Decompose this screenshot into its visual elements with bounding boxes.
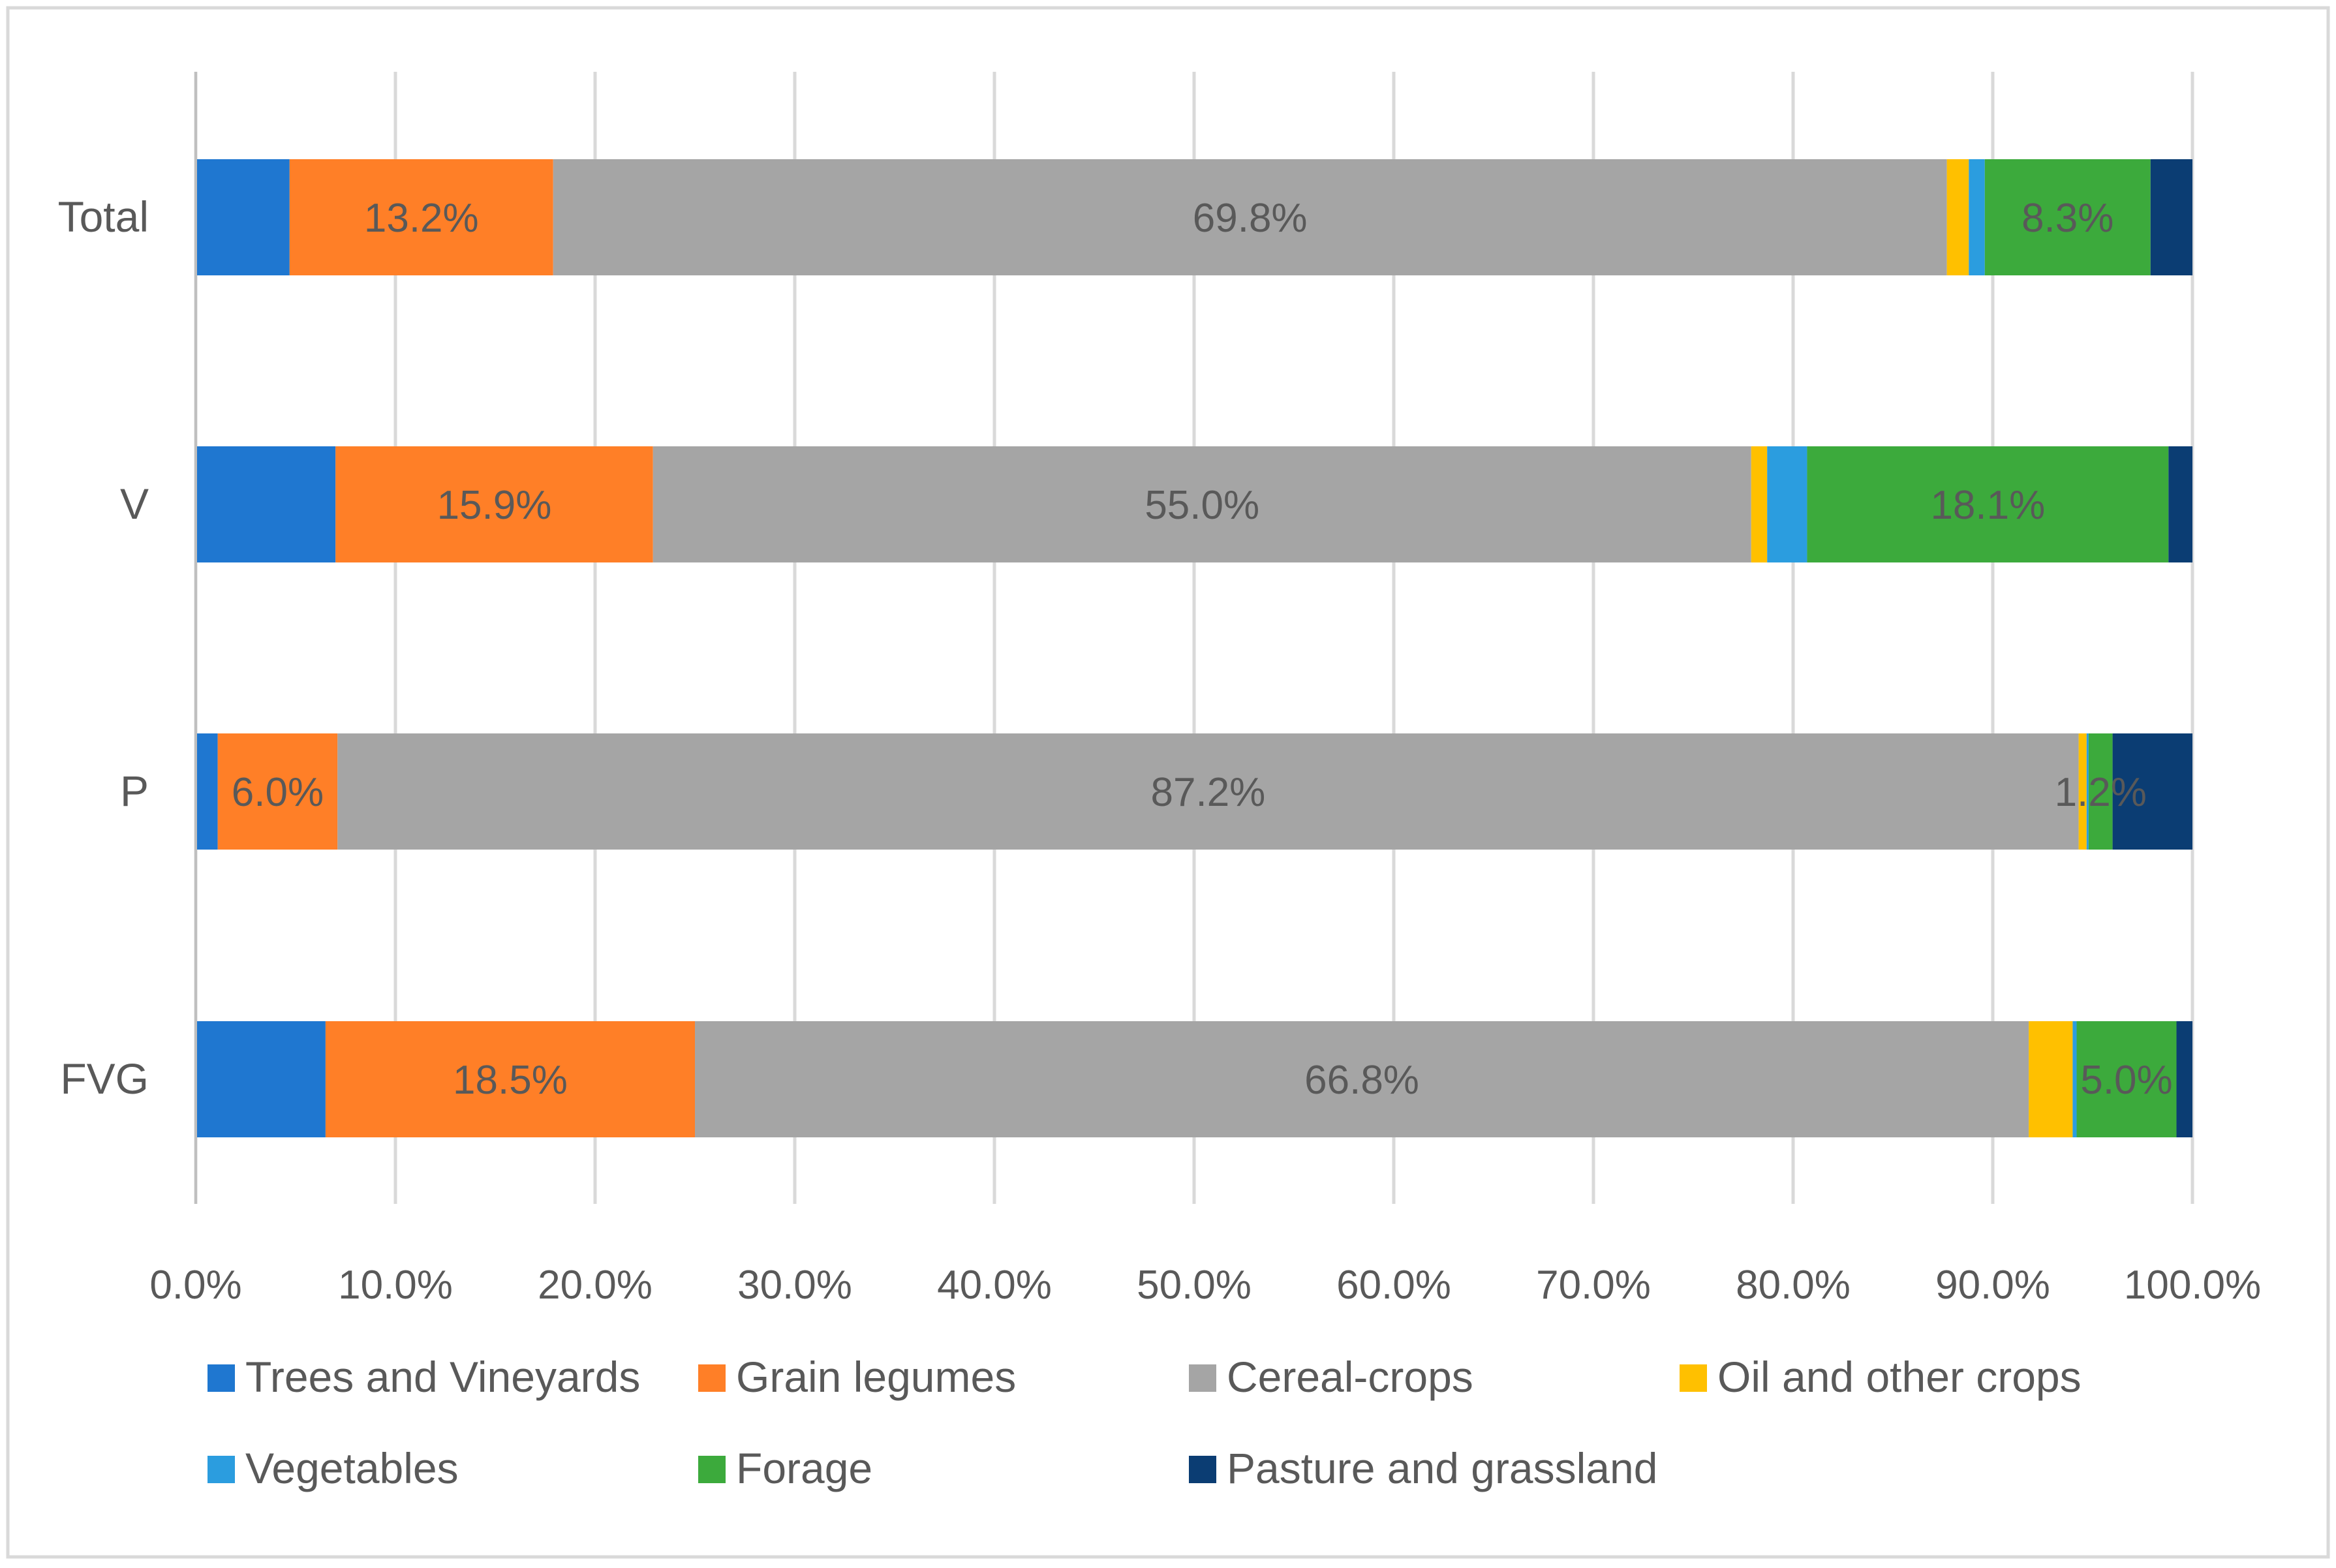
bar-v-grain-legumes bbox=[335, 446, 653, 562]
bar-fvg-vegetables bbox=[2072, 1021, 2077, 1137]
bar-total-cereal-crops bbox=[553, 159, 1947, 275]
category-label-fvg: FVG bbox=[60, 1054, 149, 1103]
data-label: 69.8% bbox=[1193, 196, 1308, 241]
data-label: 8.3% bbox=[2021, 196, 2113, 241]
legend-label: Pasture and grassland bbox=[1227, 1444, 1657, 1492]
category-label-total: Total bbox=[58, 192, 149, 241]
bar-total-pasture-and-grassland bbox=[2150, 159, 2192, 275]
data-label: 18.5% bbox=[453, 1058, 568, 1103]
bar-v-pasture-and-grassland bbox=[2168, 446, 2192, 562]
data-label: 15.9% bbox=[437, 483, 552, 528]
bar-total-oil-and-other-crops bbox=[1946, 159, 1969, 275]
x-tick-label: 70.0% bbox=[1536, 1263, 1651, 1308]
legend-label: Oil and other crops bbox=[1717, 1353, 2082, 1401]
data-labels: 13.2% 69.8% 8.3% 15.9% 55.0% 18.1% 6.0% 87.2% 1.… bbox=[232, 196, 2173, 1103]
x-tick-label: 40.0% bbox=[937, 1263, 1052, 1308]
legend-swatch bbox=[698, 1364, 726, 1392]
legend-swatch bbox=[207, 1364, 235, 1392]
legend-label: Forage bbox=[736, 1444, 872, 1492]
bar-fvg-trees-and-vineyards bbox=[196, 1021, 326, 1137]
bar-total-grain-legumes bbox=[289, 159, 553, 275]
bar-v-forage bbox=[1807, 446, 2169, 562]
data-label: 66.8% bbox=[1304, 1058, 1419, 1103]
bar-p-forage bbox=[2088, 733, 2113, 850]
bar-p-trees-and-vineyards bbox=[196, 733, 218, 850]
x-tick-label: 30.0% bbox=[737, 1263, 852, 1308]
bar-v-trees-and-vineyards bbox=[196, 446, 336, 562]
x-tick-label: 100.0% bbox=[2124, 1263, 2261, 1308]
x-tick-label: 60.0% bbox=[1336, 1263, 1451, 1308]
bar-fvg-forage bbox=[2076, 1021, 2177, 1137]
data-label: 5.0% bbox=[2080, 1058, 2172, 1103]
x-tick-label: 50.0% bbox=[1137, 1263, 1252, 1308]
bar-total-trees-and-vineyards bbox=[196, 159, 290, 275]
category-label-v: V bbox=[120, 480, 149, 528]
x-tick-label: 90.0% bbox=[1935, 1263, 2050, 1308]
legend-swatch bbox=[698, 1456, 726, 1483]
data-label: 13.2% bbox=[364, 196, 479, 241]
x-tick-label: 0.0% bbox=[149, 1263, 241, 1308]
x-tick-label: 10.0% bbox=[338, 1263, 453, 1308]
bar-fvg-grain-legumes bbox=[325, 1021, 695, 1137]
data-label: 6.0% bbox=[232, 770, 324, 815]
x-tick-label: 80.0% bbox=[1736, 1263, 1851, 1308]
legend-label: Trees and Vineyards bbox=[245, 1353, 640, 1401]
bar-total-forage bbox=[1984, 159, 2151, 275]
legend: Trees and Vineyards Grain legumes Cereal-c… bbox=[207, 1353, 2082, 1492]
bar-fvg-pasture-and-grassland bbox=[2176, 1021, 2192, 1137]
bar-p-vegetables bbox=[2086, 733, 2089, 850]
bars bbox=[196, 159, 2192, 1137]
bar-p-cereal-crops bbox=[337, 733, 2079, 850]
data-label: 1.2% bbox=[2055, 770, 2147, 815]
bar-p-grain-legumes bbox=[217, 733, 338, 850]
bar-total-vegetables bbox=[1969, 159, 1985, 275]
x-tick-label: 20.0% bbox=[538, 1263, 653, 1308]
category-label-p: P bbox=[120, 767, 149, 815]
legend-label: Grain legumes bbox=[736, 1353, 1016, 1401]
bar-fvg-oil-and-other-crops bbox=[2029, 1021, 2073, 1137]
axes: 0.0% 10.0% 20.0% 30.0% 40.0% 50.0% 60.0% 70.0% 8… bbox=[58, 72, 2261, 1308]
legend-swatch bbox=[1189, 1456, 1216, 1483]
legend-swatch bbox=[207, 1456, 235, 1483]
legend-swatch bbox=[1680, 1364, 1707, 1392]
bar-p-oil-and-other-crops bbox=[2078, 733, 2087, 850]
legend-label: Vegetables bbox=[245, 1444, 459, 1492]
bar-v-vegetables bbox=[1767, 446, 1807, 562]
data-label: 55.0% bbox=[1145, 483, 1259, 528]
bar-v-cereal-crops bbox=[653, 446, 1751, 562]
data-label: 18.1% bbox=[1930, 483, 2045, 528]
legend-label: Cereal-crops bbox=[1227, 1353, 1473, 1401]
bar-fvg-cereal-crops bbox=[695, 1021, 2029, 1137]
legend-swatch bbox=[1189, 1364, 1216, 1392]
data-label: 87.2% bbox=[1151, 770, 1266, 815]
bar-p-pasture-and-grassland bbox=[2112, 733, 2192, 850]
bar-v-oil-and-other-crops bbox=[1751, 446, 1768, 562]
